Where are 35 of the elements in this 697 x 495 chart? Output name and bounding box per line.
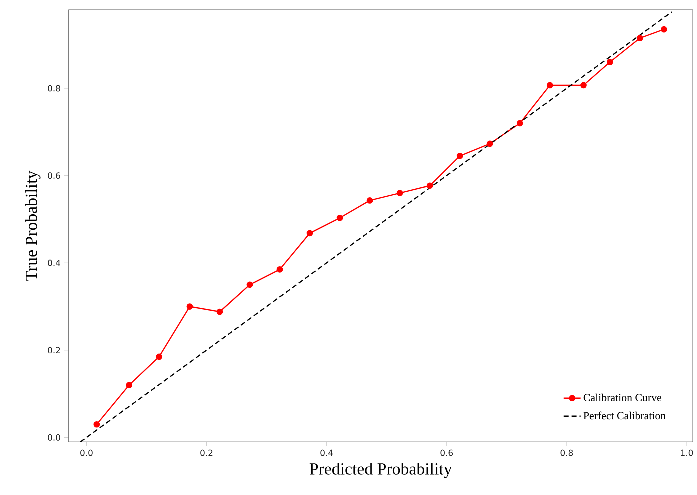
point [276, 266, 284, 273]
y-tick-label: 0.2 [48, 347, 60, 354]
x-axis-title: Predicted Probability [310, 463, 452, 478]
point [661, 26, 668, 33]
legend-label: Calibration Curve [584, 394, 662, 402]
point [606, 59, 614, 66]
y-tick-label: 0.8 [48, 85, 60, 92]
y-tick-label: 0.4 [48, 260, 60, 266]
point [156, 354, 163, 360]
point [426, 182, 434, 190]
x-tick-label: 1.0 [681, 450, 694, 456]
point [396, 190, 404, 197]
point [246, 282, 254, 288]
x-tick-label: 0.2 [200, 450, 213, 456]
point [636, 35, 644, 42]
point [186, 304, 194, 310]
point [580, 82, 587, 89]
point [486, 140, 494, 148]
y-tick-label: 0.0 [48, 434, 60, 441]
y-tick-label: 0.6 [48, 172, 60, 180]
point [306, 230, 314, 237]
x-tick-label: 0.4 [320, 450, 334, 456]
x-tick-label: 0.8 [560, 450, 574, 456]
point [216, 308, 224, 316]
point [456, 153, 464, 160]
point [366, 198, 374, 204]
point [94, 422, 100, 428]
x-tick-label: 0.0 [80, 450, 93, 456]
x-tick-label: 0.6 [440, 450, 454, 456]
point [336, 215, 344, 222]
y-axis-title: True Probability [25, 170, 41, 281]
point [546, 82, 554, 89]
point [126, 382, 133, 389]
point [516, 120, 524, 127]
legend-label: Perfect Calibration [584, 412, 666, 420]
